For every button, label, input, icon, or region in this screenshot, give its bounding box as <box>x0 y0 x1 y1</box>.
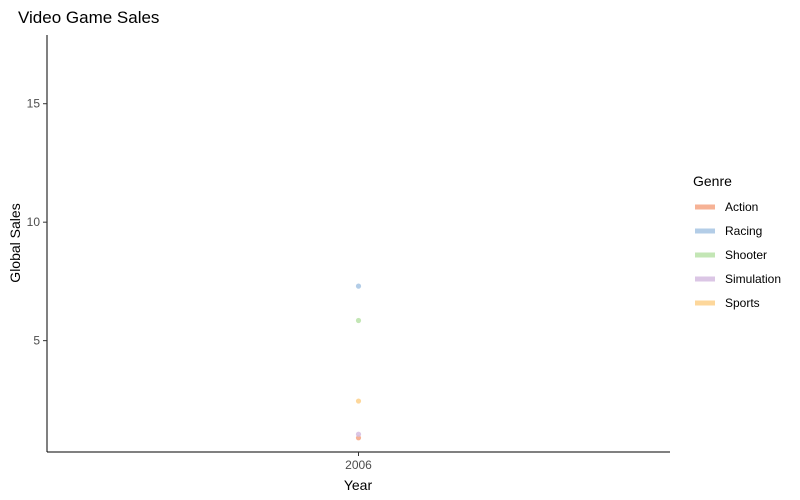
plot-area: 5 10 15 2006 <box>27 35 670 472</box>
y-tick-label: 10 <box>27 215 41 229</box>
data-points <box>355 283 362 441</box>
legend-items: Action Racing Shooter Simulation Sports <box>695 200 781 310</box>
y-tick-label: 15 <box>27 97 41 111</box>
x-tick-label: 2006 <box>345 458 372 472</box>
data-point-action <box>355 435 362 441</box>
data-point-shooter <box>355 317 362 324</box>
y-axis-title: Global Sales <box>7 203 23 282</box>
y-tick-label: 5 <box>33 334 40 348</box>
data-point-simulation <box>355 431 362 437</box>
legend-label-sports: Sports <box>725 296 760 310</box>
legend-label-shooter: Shooter <box>725 248 767 262</box>
data-point-sports <box>355 398 362 404</box>
chart-title: Video Game Sales <box>18 8 159 27</box>
data-point-racing <box>355 283 362 289</box>
legend-label-simulation: Simulation <box>725 272 781 286</box>
x-ticks: 2006 <box>345 452 372 472</box>
legend-label-racing: Racing <box>725 224 762 238</box>
legend-title: Genre <box>693 173 732 189</box>
legend: Genre Action Racing Shooter Simulation Sport… <box>693 173 781 310</box>
legend-label-action: Action <box>725 200 758 214</box>
x-axis-title: Year <box>344 477 373 493</box>
y-ticks: 5 10 15 <box>27 97 47 348</box>
